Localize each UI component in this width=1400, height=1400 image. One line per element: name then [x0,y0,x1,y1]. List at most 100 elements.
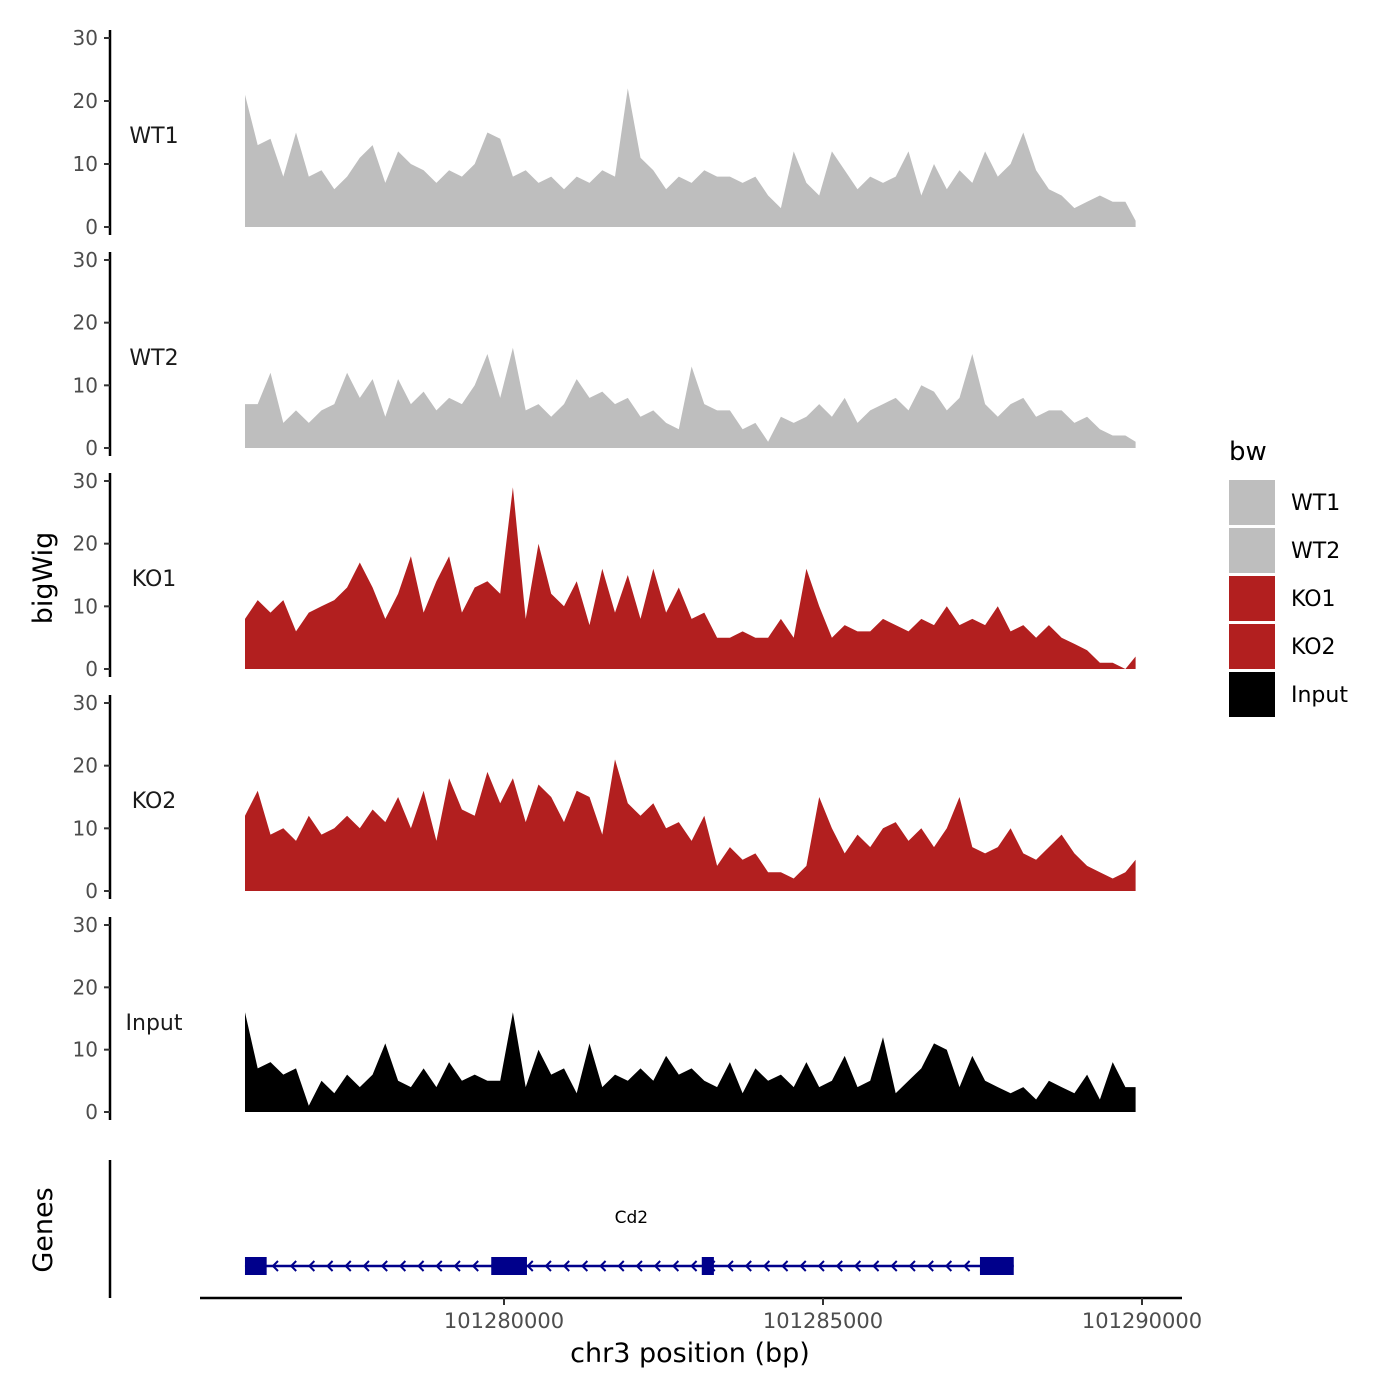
strand-arrow [726,1260,734,1272]
legend-label: WT2 [1291,539,1340,564]
strand-arrow [853,1260,862,1272]
strand-arrow [762,1260,771,1272]
y-tick-label: 30 [73,248,98,272]
exon-block [979,1257,1014,1275]
coverage-area-input [245,1012,1136,1112]
strand-arrow [453,1260,461,1272]
coverage-area-ko2 [245,759,1136,891]
x-axis: 101280000 101285000 101290000 [200,1296,1202,1333]
exon-block [244,1257,267,1275]
strand-arrow [289,1260,297,1272]
track-wt1: 0 10 20 30 WT1 [73,26,1136,239]
y-tick-label: 20 [73,89,98,113]
track-wt2: 0 10 20 30 WT2 [73,248,1136,460]
strand-arrow [781,1260,789,1272]
legend-entry-ko1: KO1 [1229,576,1336,621]
track-label: KO2 [132,789,177,814]
strand-arrow [835,1260,843,1272]
y-tick-label: 0 [85,215,98,239]
legend: bw WT1 WT2 KO1 KO2 Input [1229,437,1348,717]
legend-swatch [1229,624,1275,669]
strand-arrow [307,1260,316,1272]
strand-arrow [671,1260,680,1272]
coverage-tracks: 0 10 20 30 WT1 0 10 20 30 WT2 0 10 20 30 KO1 0 10 20 30 KO2… [73,26,1136,1124]
track-label: WT1 [129,124,178,149]
gene-cd2: Cd2 [244,1208,1014,1275]
legend-label: WT1 [1291,491,1340,516]
legend-label: Input [1291,683,1348,708]
legend-swatch [1229,672,1275,717]
y-tick-label: 10 [73,816,98,840]
y-tick-label: 0 [85,1100,98,1124]
strand-arrow [872,1260,880,1272]
strand-arrow [362,1260,370,1272]
legend-entry-input: Input [1229,672,1348,717]
y-tick-label: 30 [73,913,98,937]
exon-block [701,1257,714,1275]
coverage-area-ko1 [245,487,1136,669]
strand-arrow [599,1260,607,1272]
legend-swatch [1229,576,1275,621]
legend-label: KO1 [1291,587,1336,612]
x-tick-label: 101280000 [444,1309,564,1333]
strand-arrow [526,1260,534,1272]
track-ko1: 0 10 20 30 KO1 [73,469,1136,681]
x-axis-title: chr3 position (bp) [570,1338,810,1369]
legend-title: bw [1229,437,1267,467]
y-tick-label: 20 [73,532,98,556]
legend-entry-ko2: KO2 [1229,624,1336,669]
strand-arrow [326,1260,334,1272]
coverage-area-wt1 [245,88,1136,228]
strand-arrow [653,1260,661,1272]
strand-arrow [562,1260,570,1272]
legend-label: KO2 [1291,635,1336,660]
y-tick-label: 0 [85,436,98,460]
y-tick-label: 20 [73,311,98,335]
legend-swatch [1229,528,1275,573]
track-label: KO1 [132,567,177,592]
x-tick-label: 101285000 [763,1309,883,1333]
strand-arrow [380,1260,388,1272]
y-tick-label: 10 [73,594,98,618]
strand-arrow [580,1260,589,1272]
strand-arrow [744,1260,752,1272]
y-tick-label: 20 [73,975,98,999]
track-input: 0 10 20 30 Input [73,913,1136,1124]
strand-arrow [398,1260,407,1272]
strand-arrow [471,1260,479,1272]
exon-block [491,1257,527,1275]
y-axis-title: bigWig [28,532,59,625]
strand-arrow [344,1260,352,1272]
y-tick-label: 10 [73,1038,98,1062]
strand-arrow [817,1260,825,1272]
gene-track: Cd2 [108,1160,1014,1298]
track-label: WT2 [129,346,178,371]
track-ko2: 0 10 20 30 KO2 [73,691,1136,903]
legend-entry-wt1: WT1 [1229,480,1340,525]
y-tick-label: 30 [73,26,98,50]
strand-arrow [944,1260,953,1272]
y-tick-label: 20 [73,754,98,778]
gene-name-label: Cd2 [615,1208,648,1228]
legend-entry-wt2: WT2 [1229,528,1340,573]
legend-swatch [1229,480,1275,525]
strand-arrow [963,1260,971,1272]
strand-arrow [690,1260,698,1272]
gene-track-title: Genes [28,1187,59,1272]
y-tick-label: 10 [73,373,98,397]
y-tick-label: 0 [85,657,98,681]
strand-arrow [908,1260,916,1272]
y-tick-label: 30 [73,469,98,493]
strand-arrow [544,1260,552,1272]
x-tick-label: 101290000 [1082,1309,1202,1333]
strand-arrow [926,1260,934,1272]
y-tick-label: 10 [73,152,98,176]
strand-arrow [435,1260,443,1272]
strand-arrow [271,1260,279,1272]
strand-arrow [890,1260,898,1272]
y-tick-label: 30 [73,691,98,715]
strand-arrow [417,1260,425,1272]
y-tick-label: 0 [85,879,98,903]
strand-arrow [617,1260,625,1272]
